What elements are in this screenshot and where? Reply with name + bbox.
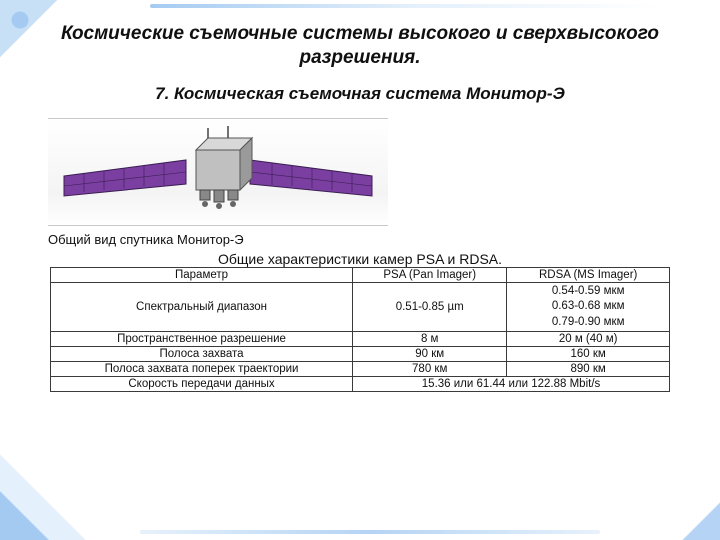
- table-caption: Общие характеристики камер PSA и RDSA.: [48, 251, 672, 267]
- rdsa-line: 0.63-0.68 мкм: [513, 299, 663, 315]
- satellite-figure: [48, 118, 388, 226]
- satellite-icon: [58, 124, 378, 220]
- table-header-row: Параметр PSA (Pan Imager) RDSA (MS Image…: [51, 267, 670, 282]
- slide-subtitle: 7. Космическая съемочная система Монитор…: [48, 84, 672, 104]
- slide-title: Космические съемочные системы высокого и…: [48, 22, 672, 70]
- satellite-caption: Общий вид спутника Монитор-Э: [48, 232, 248, 247]
- slide-body: Космические съемочные системы высокого и…: [0, 0, 720, 540]
- cell-rdsa: 20 м (40 м): [507, 332, 670, 347]
- col-header-rdsa: RDSA (MS Imager): [507, 267, 670, 282]
- specs-table: Параметр PSA (Pan Imager) RDSA (MS Image…: [50, 267, 670, 393]
- cell-psa: 0.51-0.85 µm: [353, 282, 507, 332]
- cell-param: Спектральный диапазон: [51, 282, 353, 332]
- rdsa-line: 0.79-0.90 мкм: [513, 315, 663, 331]
- col-header-param: Параметр: [51, 267, 353, 282]
- cell-param: Скорость передачи данных: [51, 377, 353, 392]
- table-row: Полоса захвата 90 км 160 км: [51, 347, 670, 362]
- table-row: Полоса захвата поперек траектории 780 км…: [51, 362, 670, 377]
- cell-param: Пространственное разрешение: [51, 332, 353, 347]
- cell-merged: 15.36 или 61.44 или 122.88 Mbit/s: [353, 377, 670, 392]
- col-header-psa: PSA (Pan Imager): [353, 267, 507, 282]
- table-row: Пространственное разрешение 8 м 20 м (40…: [51, 332, 670, 347]
- cell-rdsa: 160 км: [507, 347, 670, 362]
- table-row: Скорость передачи данных 15.36 или 61.44…: [51, 377, 670, 392]
- satellite-row: Общий вид спутника Монитор-Э: [48, 118, 672, 247]
- cell-rdsa: 0.54-0.59 мкм 0.63-0.68 мкм 0.79-0.90 мк…: [507, 282, 670, 332]
- cell-psa: 8 м: [353, 332, 507, 347]
- cell-rdsa: 890 км: [507, 362, 670, 377]
- cell-param: Полоса захвата: [51, 347, 353, 362]
- cell-psa: 780 км: [353, 362, 507, 377]
- table-row: Спектральный диапазон 0.51-0.85 µm 0.54-…: [51, 282, 670, 332]
- cell-psa: 90 км: [353, 347, 507, 362]
- cell-param: Полоса захвата поперек траектории: [51, 362, 353, 377]
- rdsa-line: 0.54-0.59 мкм: [513, 284, 663, 300]
